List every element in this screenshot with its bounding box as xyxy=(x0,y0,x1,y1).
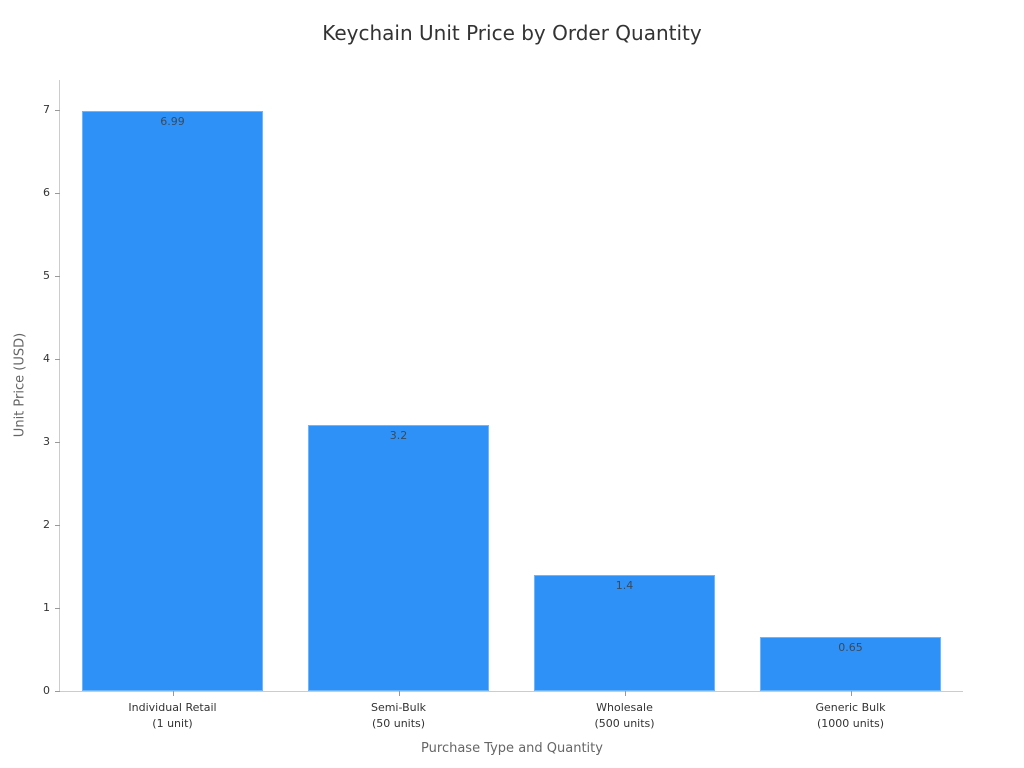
x-tick-label-line: Semi-Bulk xyxy=(370,701,427,714)
y-tick-mark xyxy=(55,193,60,194)
x-tick-label: Wholesale (500 units) xyxy=(525,700,725,732)
bar: 1.4 xyxy=(534,574,715,691)
x-axis-line xyxy=(59,691,963,692)
x-tick-label: Semi-Bulk (50 units) xyxy=(299,700,499,732)
x-tick-mark xyxy=(399,691,400,696)
bar-value-label: 1.4 xyxy=(615,578,634,592)
bar: 0.65 xyxy=(760,637,941,691)
x-tick-mark xyxy=(625,691,626,696)
y-tick-mark xyxy=(55,276,60,277)
y-tick: 4 xyxy=(0,352,60,373)
y-tick-mark xyxy=(55,691,60,692)
y-axis-line xyxy=(59,80,60,692)
y-tick-label: 7 xyxy=(43,103,50,116)
y-tick-label: 0 xyxy=(43,684,50,697)
y-tick-label: 4 xyxy=(43,352,50,365)
x-axis-label: Purchase Type and Quantity xyxy=(421,741,603,756)
y-tick: 6 xyxy=(0,186,60,207)
y-tick-mark xyxy=(55,608,60,609)
x-tick-mark xyxy=(173,691,174,696)
x-tick-label-line: (50 units) xyxy=(371,717,426,730)
y-tick-mark xyxy=(55,525,60,526)
x-tick-label-line: (1000 units) xyxy=(816,717,885,730)
y-tick-label: 2 xyxy=(43,518,50,531)
x-tick-label-line: Wholesale xyxy=(596,701,653,714)
y-tick-label: 3 xyxy=(43,435,50,448)
y-tick: 1 xyxy=(0,601,60,622)
y-tick: 2 xyxy=(0,518,60,539)
y-tick-mark xyxy=(55,110,60,111)
x-tick-mark xyxy=(851,691,852,696)
x-tick-label-line: (1 unit) xyxy=(152,717,193,730)
y-tick: 0 xyxy=(0,684,60,705)
x-tick-label: Individual Retail (1 unit) xyxy=(73,700,273,732)
y-tick: 7 xyxy=(0,103,60,124)
x-tick-label: Generic Bulk (1000 units) xyxy=(751,700,951,732)
bar-value-label: 0.65 xyxy=(838,641,863,655)
x-tick-label-line: Individual Retail xyxy=(128,701,217,714)
bar-value-label: 3.2 xyxy=(389,429,408,443)
bar: 3.2 xyxy=(308,425,489,691)
chart-title: Keychain Unit Price by Order Quantity xyxy=(322,21,702,45)
y-tick-label: 5 xyxy=(43,269,50,282)
y-tick-mark xyxy=(55,359,60,360)
x-tick-label-line: Generic Bulk xyxy=(815,701,886,714)
bar-value-label: 6.99 xyxy=(160,114,185,128)
y-tick-label: 6 xyxy=(43,186,50,199)
y-tick-mark xyxy=(55,442,60,443)
y-tick: 3 xyxy=(0,435,60,456)
x-tick-label-line: (500 units) xyxy=(594,717,655,730)
y-axis-label: Unit Price (USD) xyxy=(12,332,28,438)
y-tick: 5 xyxy=(0,269,60,290)
bar: 6.99 xyxy=(82,110,263,691)
y-tick-label: 1 xyxy=(43,601,50,614)
